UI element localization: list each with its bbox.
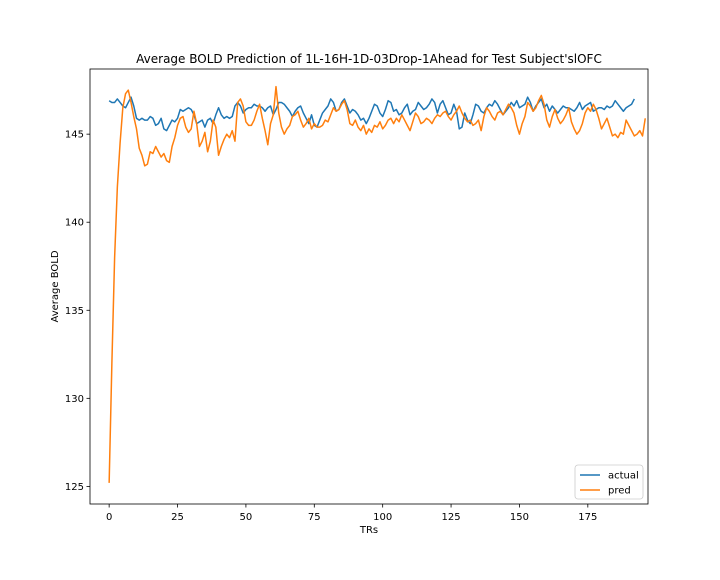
- plot-area: [89, 68, 649, 505]
- x-tick-label: 150: [510, 512, 529, 523]
- y-tick-label: 145: [65, 130, 84, 141]
- chart-title: Average BOLD Prediction of 1L-16H-1D-03D…: [136, 52, 602, 66]
- x-tick-label: 175: [578, 512, 597, 523]
- x-tick-label: 0: [106, 512, 112, 523]
- y-axis: 125 130 135 140 145: [65, 130, 90, 493]
- x-tick-label: 25: [171, 512, 184, 523]
- legend-label-pred: pred: [608, 486, 631, 497]
- x-tick-label: 100: [373, 512, 392, 523]
- legend: actual pred: [574, 464, 644, 500]
- y-axis-label: Average BOLD: [50, 250, 61, 322]
- y-tick-label: 135: [65, 306, 84, 317]
- legend-entries: actual pred: [580, 471, 639, 497]
- x-tick-label: 50: [240, 512, 253, 523]
- legend-label-actual: actual: [608, 471, 639, 482]
- y-tick-label: 125: [65, 482, 84, 493]
- x-tick-label: 75: [308, 512, 321, 523]
- y-tick-label: 130: [65, 394, 84, 405]
- x-axis-label: TRs: [359, 525, 378, 536]
- x-axis: 0 25 50 75 100 125 150 175: [106, 504, 597, 523]
- series-line-pred: [108, 85, 647, 483]
- series-layer: [108, 85, 647, 483]
- plot-background: [90, 69, 648, 504]
- plot-frame: [89, 68, 649, 505]
- x-tick-label: 125: [442, 512, 461, 523]
- y-tick-label: 140: [65, 218, 84, 229]
